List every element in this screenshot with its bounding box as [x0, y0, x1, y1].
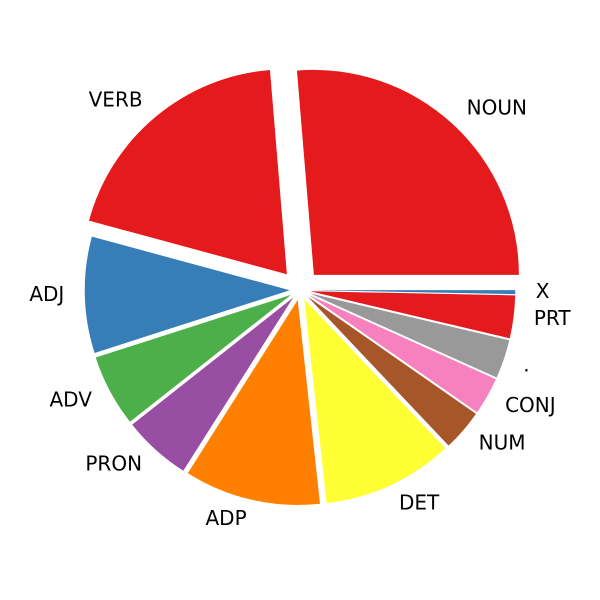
pie-slice-pron	[132, 297, 294, 471]
pie-slice-punct	[309, 293, 510, 378]
pie-labels: NOUN VERB ADJ ADV PRON ADP DET NUM CONJ.PRT X	[29, 87, 571, 530]
pie-label-conj: CONJ	[505, 393, 556, 417]
pie-label-adv: ADV	[50, 387, 93, 411]
pie-label-num: NUM	[479, 430, 526, 454]
pie-label-prt: PRT	[534, 306, 572, 330]
pie-label-pron: PRON	[85, 452, 142, 476]
pie-slice-verb	[89, 69, 287, 275]
pie-slice-adv	[95, 294, 291, 422]
pie-slice-adj	[84, 236, 290, 353]
pie-label-det: DET	[399, 490, 440, 514]
pie-slice-adp	[187, 299, 321, 505]
pie-slice-x	[310, 290, 516, 295]
pie-slice-noun	[296, 69, 519, 275]
pie-label-adp: ADP	[206, 506, 247, 530]
pie-label-verb: VERB	[89, 87, 143, 111]
pie-slice-conj	[308, 295, 496, 413]
pie-label-x: X	[536, 279, 550, 303]
pie-slice-prt	[310, 291, 516, 339]
pie-label-noun: NOUN	[467, 96, 527, 120]
pie-label-adj: ADJ	[29, 282, 64, 306]
pie-slices	[84, 69, 519, 505]
pie-slice-det	[304, 299, 446, 504]
pie-slice-num	[307, 296, 476, 446]
pie-label-punct: .	[523, 352, 529, 376]
